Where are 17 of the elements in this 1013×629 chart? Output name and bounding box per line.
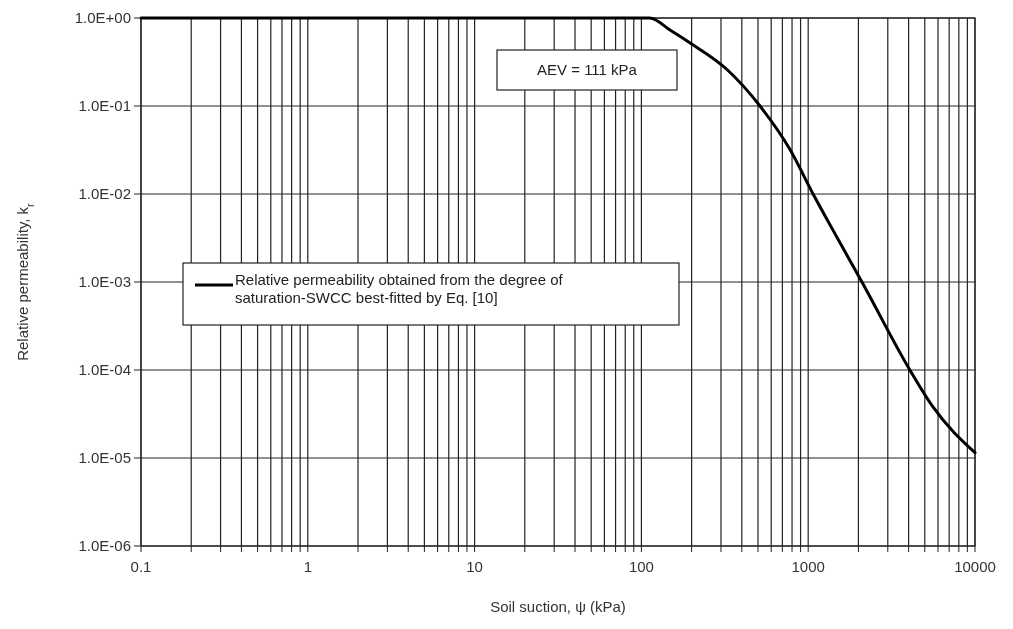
y-tick-label: 1.0E-01 <box>78 97 131 115</box>
x-tick-label: 10 <box>466 558 483 575</box>
text-box: AEV = 111 kPa <box>496 49 678 91</box>
x-tick-label: 0.1 <box>130 558 152 575</box>
annotation: AEV = 111 kPa <box>537 61 638 79</box>
y-tick-label: 1.0E-04 <box>78 361 131 379</box>
x-tick-label: 100 <box>628 558 654 575</box>
y-tick-label: 1.0E+00 <box>74 9 131 27</box>
legend-label: Relative permeability obtained from the degree of saturation-SWCC best-fitted by Eq. [10] <box>235 271 564 306</box>
x-tick-label: 1000 <box>791 558 825 575</box>
x-tick-label: 10000 <box>954 558 996 575</box>
y-tick-label: 1.0E-03 <box>78 273 131 291</box>
y-tick-label: 1.0E-02 <box>78 185 131 203</box>
x-tick-label: 1 <box>303 558 312 575</box>
y-tick-label: 1.0E-06 <box>78 537 131 555</box>
x-axis-title: Soil suction, ψ (kPa) <box>490 598 626 615</box>
y-tick-label: 1.0E-05 <box>78 449 131 467</box>
